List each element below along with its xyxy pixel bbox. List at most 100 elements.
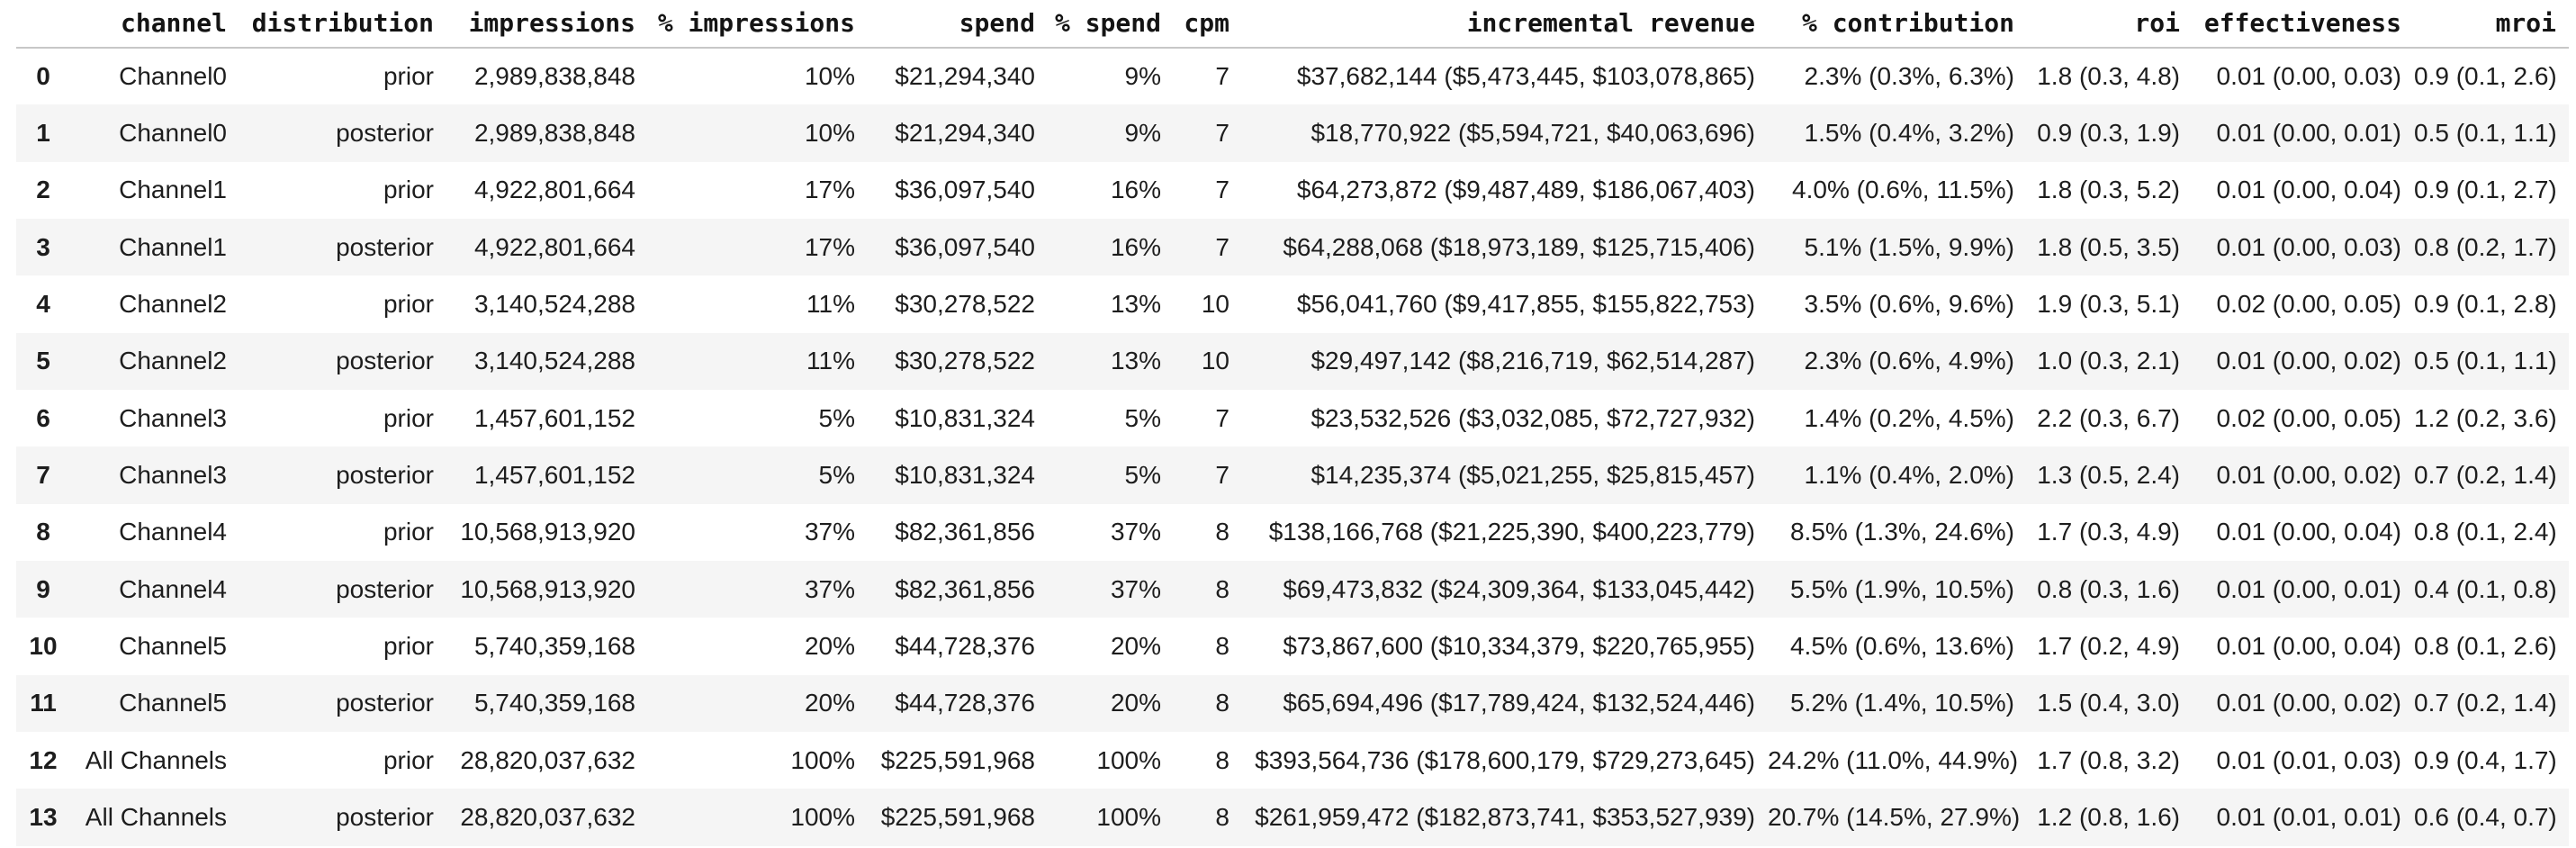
cell-channel: Channel0 [119,119,227,148]
table-row: 5 Channel2 posterior 3,140,524,288 11% $… [16,332,2569,391]
column-header: incremental revenue [1242,0,1768,49]
cell-cpm: 7 [1215,232,1229,261]
cell-roi: 1.0 (0.3, 2.1) [2037,347,2180,375]
cell-spend: $36,097,540 [895,232,1035,261]
cell-channel: All Channels [85,745,227,774]
cell-roi: 0.9 (0.3, 1.9) [2037,119,2180,148]
cell-pct-impressions: 17% [804,232,855,261]
column-header: impressions [446,0,648,49]
cell-distribution: posterior [336,461,434,490]
cell-spend: $21,294,340 [895,119,1035,148]
cell-pct-spend: 13% [1110,290,1161,319]
table-row: 4 Channel2 prior 3,140,524,288 11% $30,2… [16,275,2569,332]
cell-mroi: 0.9 (0.1, 2.7) [2414,176,2557,204]
cell-roi: 1.5 (0.4, 3.0) [2037,689,2180,717]
cell-distribution: prior [383,518,434,546]
cell-pct-spend: 16% [1110,176,1161,204]
cell-mroi: 0.5 (0.1, 1.1) [2414,119,2557,148]
cell-channel: Channel5 [119,632,227,661]
cell-distribution: prior [383,632,434,661]
row-index: 3 [36,232,50,261]
row-index: 1 [36,119,50,148]
cell-pct-impressions: 37% [804,518,855,546]
cell-pct-contribution: 1.4% (0.2%, 4.5%) [1804,403,2014,432]
cell-impressions: 2,989,838,848 [473,119,635,148]
cell-distribution: prior [383,176,434,204]
cell-pct-contribution: 2.3% (0.6%, 4.9%) [1804,347,2014,375]
column-header: mroi [2414,0,2569,49]
cell-spend: $10,831,324 [895,403,1035,432]
media-summary-table: channel distribution impressions % impre… [16,0,2569,846]
cell-pct-impressions: 5% [818,461,855,490]
cell-pct-spend: 9% [1124,62,1161,91]
cell-channel: Channel1 [119,176,227,204]
cell-incremental-revenue: $29,497,142 ($8,216,719, $62,514,287) [1311,347,1755,375]
cell-channel: Channel5 [119,689,227,717]
cell-distribution: prior [383,403,434,432]
cell-channel: Channel0 [119,62,227,91]
table-row: 8 Channel4 prior 10,568,913,920 37% $82,… [16,504,2569,561]
table-row: 0 Channel0 prior 2,989,838,848 10% $21,2… [16,48,2569,104]
cell-spend: $44,728,376 [895,689,1035,717]
cell-pct-spend: 16% [1110,232,1161,261]
column-header: cpm [1174,0,1242,49]
cell-spend: $44,728,376 [895,632,1035,661]
cell-pct-impressions: 5% [818,403,855,432]
table-row: 7 Channel3 posterior 1,457,601,152 5% $1… [16,447,2569,504]
cell-pct-spend: 37% [1110,574,1161,603]
cell-pct-contribution: 1.5% (0.4%, 3.2%) [1804,119,2014,148]
row-index: 12 [29,745,58,774]
row-index: 11 [30,689,57,717]
cell-channel: Channel3 [119,403,227,432]
cell-pct-spend: 37% [1110,518,1161,546]
cell-pct-impressions: 10% [804,119,855,148]
cell-incremental-revenue: $64,288,068 ($18,973,189, $125,715,406) [1283,232,1755,261]
cell-cpm: 8 [1215,574,1229,603]
cell-incremental-revenue: $261,959,472 ($182,873,741, $353,527,939… [1255,803,1755,832]
cell-pct-impressions: 20% [804,689,855,717]
cell-effectiveness: 0.01 (0.01, 0.03) [2216,745,2401,774]
cell-effectiveness: 0.01 (0.00, 0.01) [2216,119,2401,148]
cell-mroi: 0.9 (0.1, 2.8) [2414,290,2557,319]
cell-effectiveness: 0.02 (0.00, 0.05) [2216,403,2401,432]
cell-pct-impressions: 17% [804,176,855,204]
cell-effectiveness: 0.01 (0.00, 0.03) [2216,232,2401,261]
cell-pct-impressions: 20% [804,632,855,661]
cell-channel: Channel4 [119,574,227,603]
cell-impressions: 3,140,524,288 [473,347,635,375]
cell-pct-spend: 5% [1124,461,1161,490]
table-row: 10 Channel5 prior 5,740,359,168 20% $44,… [16,618,2569,674]
cell-roi: 1.7 (0.3, 4.9) [2037,518,2180,546]
column-header: % contribution [1768,0,2027,49]
cell-cpm: 8 [1215,632,1229,661]
cell-channel: Channel2 [119,290,227,319]
cell-cpm: 7 [1215,176,1229,204]
cell-distribution: posterior [336,232,434,261]
cell-effectiveness: 0.01 (0.01, 0.01) [2216,803,2401,832]
cell-pct-impressions: 11% [806,290,855,319]
cell-effectiveness: 0.01 (0.00, 0.04) [2216,176,2401,204]
cell-effectiveness: 0.01 (0.00, 0.02) [2216,461,2401,490]
cell-impressions: 28,820,037,632 [460,745,635,774]
cell-channel: Channel2 [119,347,227,375]
row-index: 6 [36,403,50,432]
cell-impressions: 4,922,801,664 [473,176,635,204]
cell-incremental-revenue: $73,867,600 ($10,334,379, $220,765,955) [1283,632,1755,661]
cell-pct-impressions: 10% [804,62,855,91]
cell-impressions: 1,457,601,152 [473,403,635,432]
cell-pct-impressions: 11% [806,347,855,375]
cell-impressions: 10,568,913,920 [460,574,635,603]
cell-cpm: 8 [1215,689,1229,717]
cell-cpm: 7 [1215,461,1229,490]
cell-spend: $82,361,856 [895,518,1035,546]
cell-effectiveness: 0.01 (0.00, 0.04) [2216,632,2401,661]
cell-cpm: 7 [1215,403,1229,432]
cell-impressions: 4,922,801,664 [473,232,635,261]
cell-mroi: 0.8 (0.1, 2.6) [2414,632,2557,661]
cell-mroi: 0.9 (0.1, 2.6) [2414,62,2557,91]
cell-effectiveness: 0.01 (0.00, 0.01) [2216,574,2401,603]
cell-distribution: posterior [336,689,434,717]
table-row: 13 All Channels posterior 28,820,037,632… [16,789,2569,846]
table-row: 2 Channel1 prior 4,922,801,664 17% $36,0… [16,162,2569,219]
